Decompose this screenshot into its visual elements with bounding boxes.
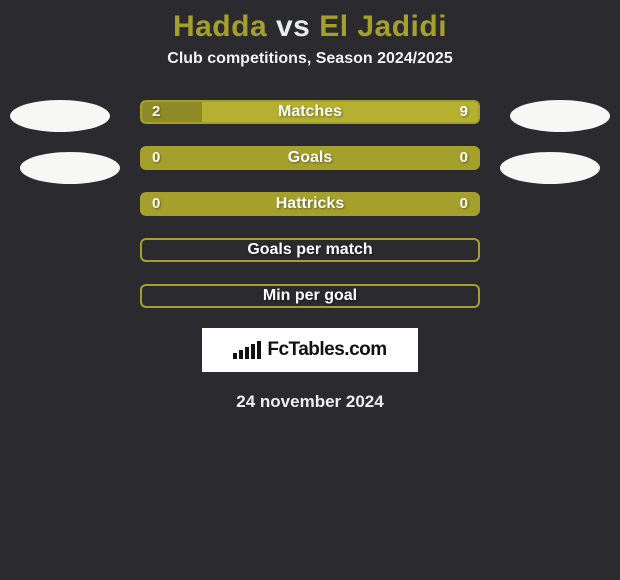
stat-label: Hattricks <box>142 194 478 214</box>
stat-value-left: 0 <box>142 148 170 168</box>
logo-chart-icon <box>233 341 261 359</box>
stat-bars: Matches29Goals00Hattricks00Goals per mat… <box>140 100 480 330</box>
stat-row: Goals per match <box>140 238 480 262</box>
player2-club-avatar <box>500 152 600 184</box>
vs-text: vs <box>276 10 310 43</box>
player1-name: Hadda <box>173 10 267 43</box>
stat-value-right: 9 <box>450 102 478 122</box>
stat-value-right: 0 <box>450 148 478 168</box>
stat-value-right: 0 <box>450 194 478 214</box>
stat-row: Min per goal <box>140 284 480 308</box>
stat-row: Matches2 9 <box>140 100 480 124</box>
stat-row: Goals0 0 <box>140 146 480 170</box>
stat-label: Min per goal <box>142 286 478 306</box>
stat-label: Matches <box>142 102 478 122</box>
subtitle: Club competitions, Season 2024/2025 <box>0 50 620 68</box>
stat-value-left: 2 <box>142 102 170 122</box>
page-title: Hadda vs El Jadidi <box>0 0 620 50</box>
stat-label: Goals per match <box>142 240 478 260</box>
player1-club-avatar <box>20 152 120 184</box>
date-caption: 24 november 2024 <box>0 392 620 412</box>
logo-text: FcTables.com <box>267 339 386 361</box>
player2-name: El Jadidi <box>319 10 447 43</box>
player2-avatar <box>510 100 610 132</box>
player1-avatar <box>10 100 110 132</box>
site-logo: FcTables.com <box>202 328 418 372</box>
stat-row: Hattricks0 0 <box>140 192 480 216</box>
stat-value-left: 0 <box>142 194 170 214</box>
stat-label: Goals <box>142 148 478 168</box>
